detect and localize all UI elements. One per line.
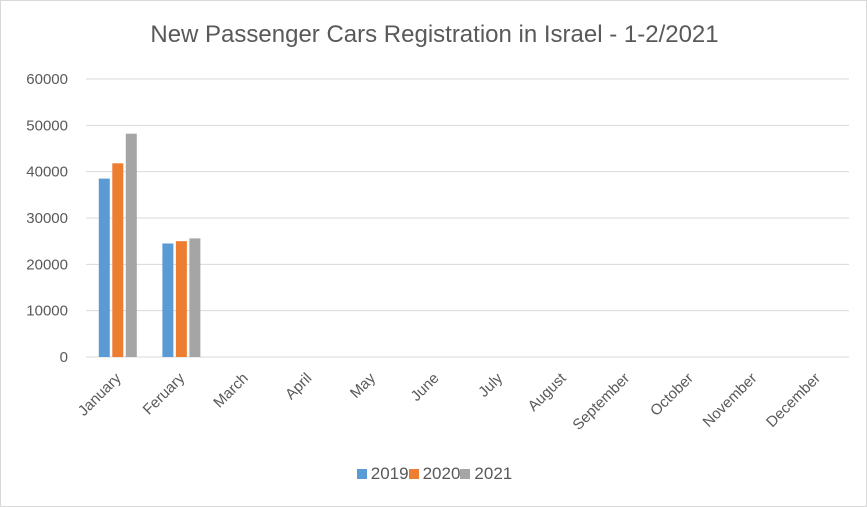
chart-plot: 0 10000 20000 30000 40000 50000 60000 January Fe…	[26, 71, 849, 434]
legend-label: 2021	[474, 464, 513, 483]
y-tick-label: 40000	[26, 164, 68, 181]
x-tick-label: April	[282, 370, 315, 403]
x-tick-label: January	[75, 369, 125, 419]
legend-label: 2020	[422, 464, 461, 483]
y-tick-label: 0	[60, 349, 68, 366]
bar-2020-january	[112, 163, 124, 357]
x-tick-label: May	[347, 369, 379, 401]
y-tick-label: 30000	[26, 210, 68, 227]
x-tick-label: March	[210, 370, 251, 411]
legend-item-2021: 2021	[460, 464, 512, 484]
x-tick-label: July	[475, 369, 506, 400]
legend-item-2020: 2020	[408, 464, 461, 484]
y-tick-label: 20000	[26, 256, 68, 273]
legend-swatch	[356, 469, 367, 479]
x-tick-label: September	[569, 370, 633, 434]
y-tick-label: 50000	[26, 117, 68, 134]
bar-2021-feruary	[189, 238, 201, 357]
chart-title: New Passenger Cars Registration in Israe…	[150, 21, 719, 48]
legend-swatch	[460, 469, 471, 479]
x-tick-label: November	[699, 370, 760, 431]
bar-2019-january	[98, 178, 110, 357]
bar-2019-feruary	[162, 243, 174, 357]
y-tick-label: 60000	[26, 71, 68, 88]
legend-label: 2019	[370, 464, 409, 483]
x-tick-label: Feruary	[140, 369, 189, 418]
bar-2021-january	[125, 133, 137, 357]
chart-legend: 2019 2020 2021	[1, 464, 867, 484]
x-tick-label: June	[408, 370, 443, 405]
legend-swatch	[408, 469, 419, 479]
x-tick-label: December	[763, 370, 824, 431]
x-tick-label: October	[647, 370, 697, 420]
x-tick-label: August	[525, 369, 571, 415]
legend-item-2019: 2019	[356, 464, 409, 484]
y-tick-label: 10000	[26, 303, 68, 320]
bar-2020-feruary	[175, 241, 187, 357]
